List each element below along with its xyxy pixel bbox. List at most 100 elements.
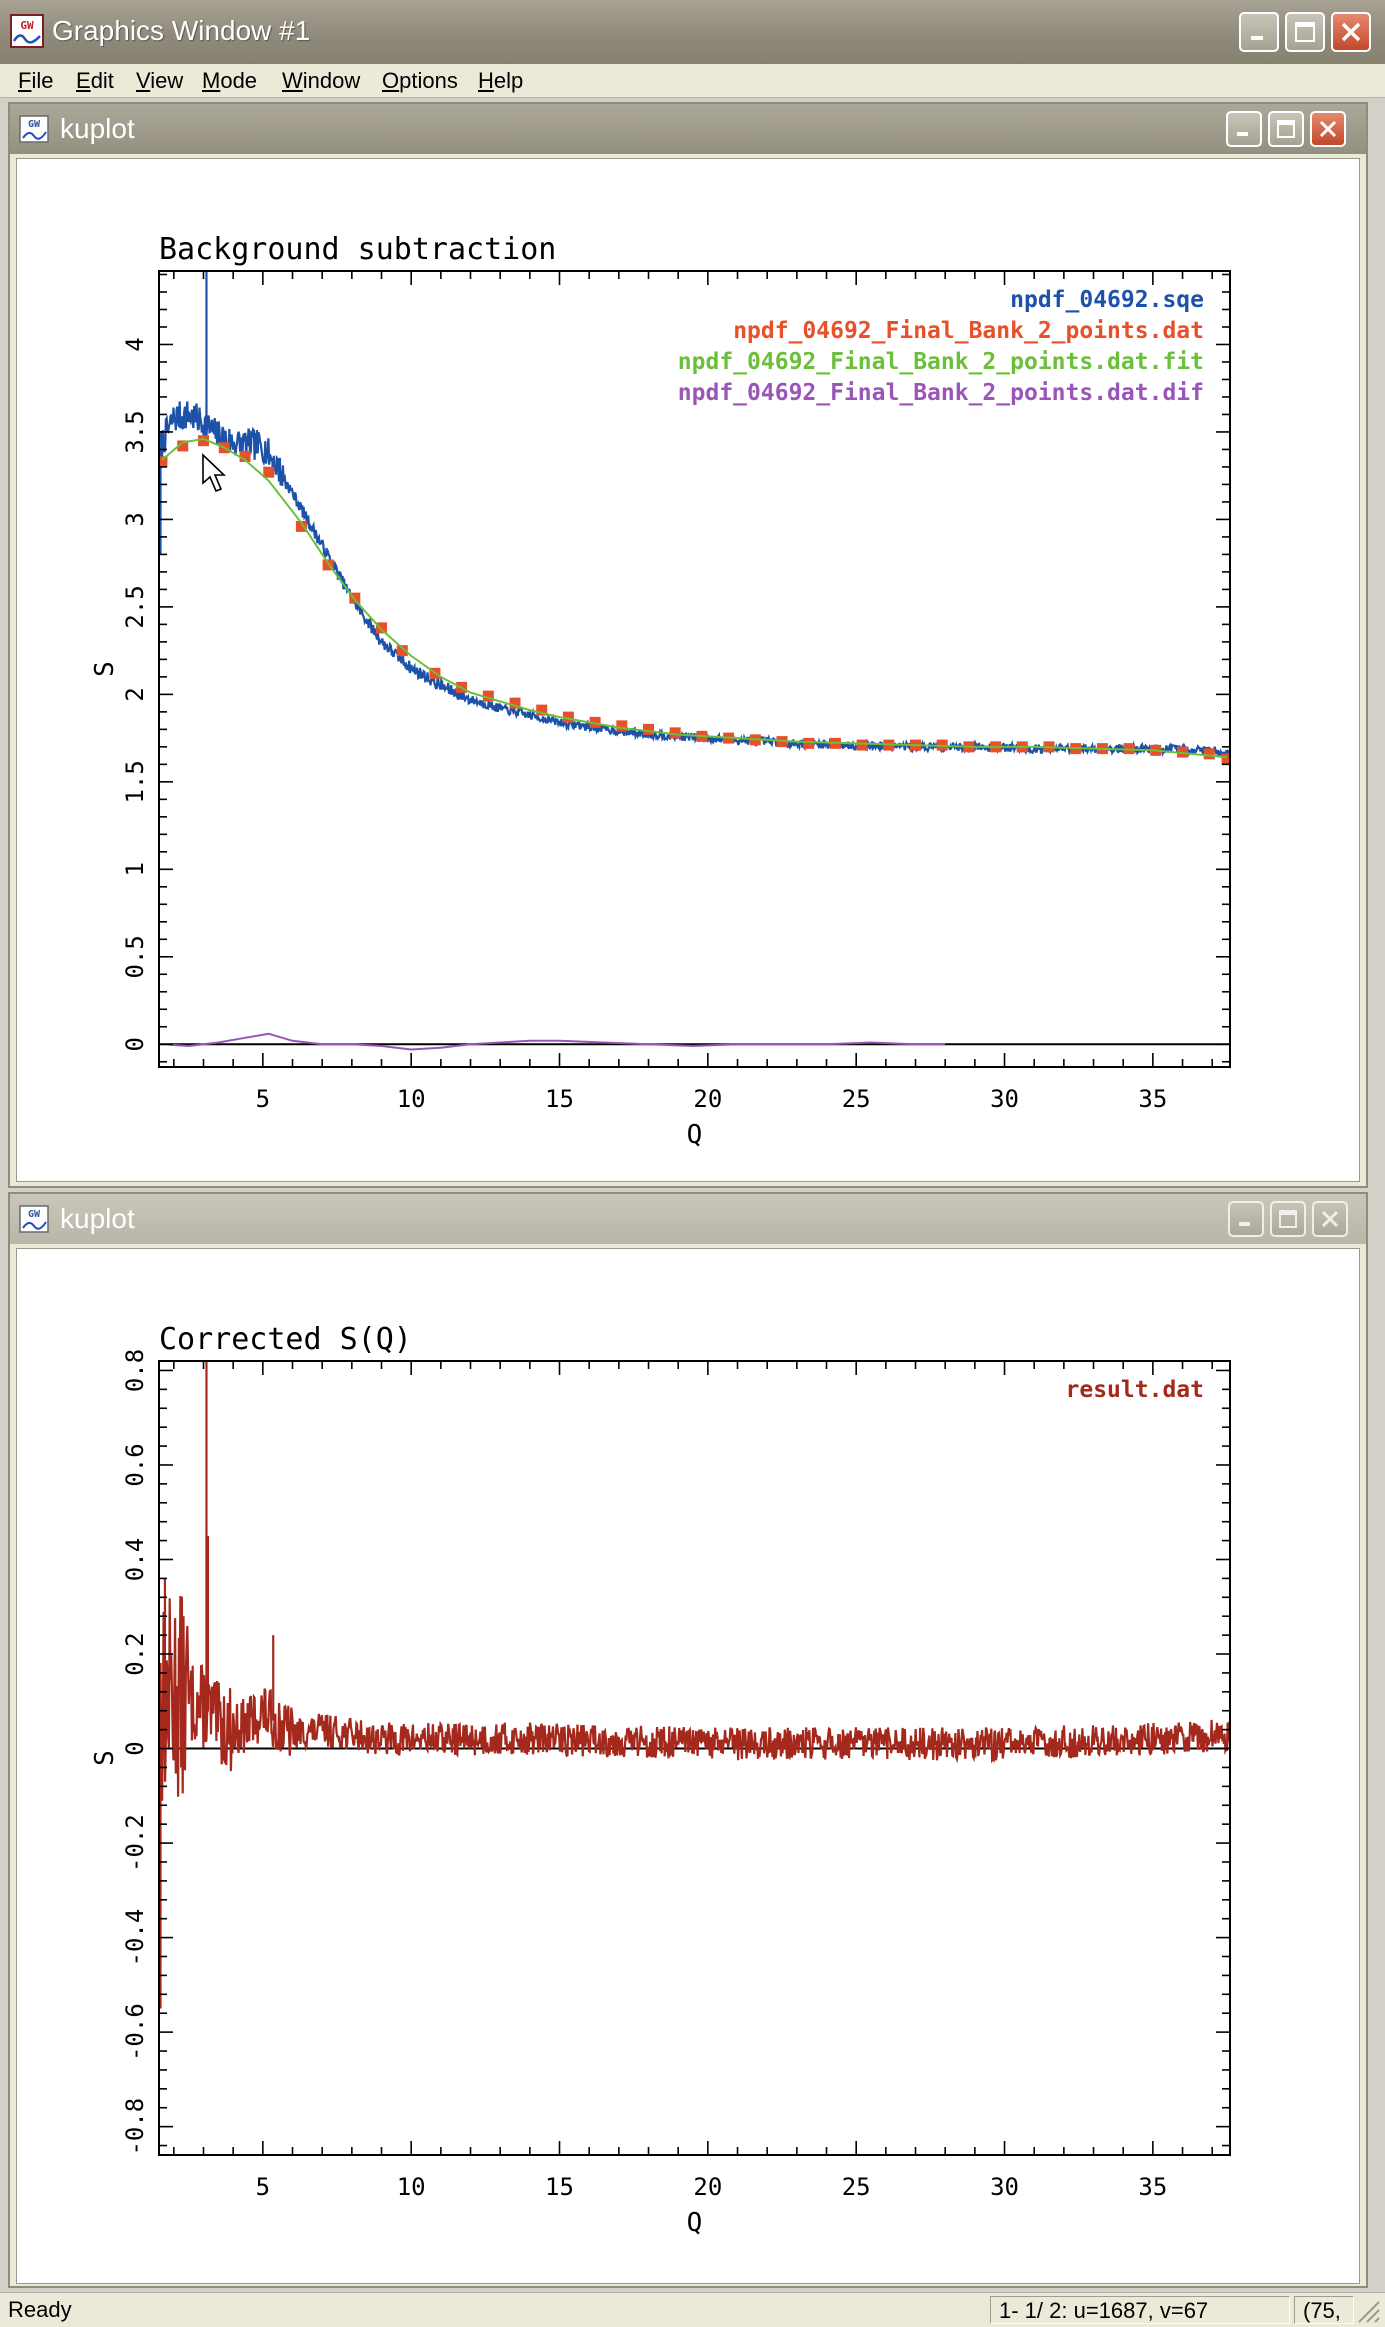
menu-label: dit	[90, 68, 114, 93]
close-icon	[1321, 1210, 1339, 1228]
menu-accelerator: V	[136, 68, 151, 93]
data-point	[1203, 748, 1215, 760]
close-icon	[1341, 22, 1361, 42]
x-tick-label: 25	[842, 1085, 871, 1113]
x-tick-label: 10	[397, 1085, 426, 1113]
y-tick-label: 4	[121, 337, 149, 351]
svg-text:GW: GW	[28, 119, 41, 130]
menu-label: elp	[493, 68, 524, 93]
data-point	[803, 737, 815, 749]
window-1-minimize-button[interactable]	[1226, 111, 1262, 147]
plot-area-2[interactable]: Corrected S(Q) 5 10 15 20 25 30 35 -0.8 -0.6 -0.4 -…	[16, 1248, 1360, 2284]
maximize-button[interactable]	[1285, 12, 1325, 52]
y-tick-label: 2.5	[121, 585, 149, 628]
data-point	[616, 720, 628, 732]
x-tick-label: 30	[990, 1085, 1019, 1113]
window-1-maximize-button[interactable]	[1268, 111, 1304, 147]
menu-accelerator: M	[202, 68, 221, 93]
data-point	[159, 456, 168, 468]
y-tick-label: 3	[121, 512, 149, 526]
app-logo-icon: GW	[10, 14, 44, 48]
data-point	[509, 697, 521, 709]
x-tick-label: 25	[842, 2173, 871, 2201]
series-line	[159, 1595, 1230, 1801]
chart-series-group	[159, 271, 1230, 1051]
x-tick-label: 20	[693, 2173, 722, 2201]
data-point	[322, 559, 334, 571]
chart-series-group	[159, 1361, 1230, 2009]
x-tick-label: 15	[545, 2173, 574, 2201]
x-tick-label: 30	[990, 2173, 1019, 2201]
legend-entry: npdf_04692_Final_Bank_2_points.dat.dif	[678, 380, 1204, 406]
legend-entry: npdf_04692.sqe	[1010, 287, 1204, 313]
y-tick-label: 0.8	[121, 1349, 149, 1392]
menu-view[interactable]: View	[136, 64, 183, 98]
data-point	[263, 466, 275, 478]
menu-options[interactable]: Options	[382, 64, 458, 98]
chart-title: Corrected S(Q)	[159, 1322, 412, 1357]
data-point	[349, 592, 361, 604]
svg-text:GW: GW	[20, 19, 34, 32]
y-tick-label: -0.4	[121, 1909, 149, 1967]
y-axis-label: S	[90, 661, 120, 677]
x-tick-label: 5	[256, 1085, 270, 1113]
resize-grip-icon[interactable]	[1353, 2296, 1381, 2324]
menu-accelerator: O	[382, 68, 400, 93]
menu-edit[interactable]: Edit	[76, 64, 114, 98]
data-point	[1221, 753, 1230, 765]
window-2-logo-icon: GW	[19, 1205, 49, 1233]
minimize-icon	[1251, 36, 1263, 40]
x-tick-label: 10	[397, 2173, 426, 2201]
series-line	[159, 401, 1230, 760]
menu-label: ode	[220, 68, 258, 93]
data-point	[295, 520, 307, 532]
menu-help[interactable]: Help	[478, 64, 523, 98]
app-titlebar: GW Graphics Window #1	[0, 0, 1385, 64]
y-tick-label: 1.5	[121, 760, 149, 803]
menu-accelerator: H	[478, 68, 494, 93]
menu-accelerator: F	[18, 68, 32, 93]
mouse-cursor-icon	[202, 453, 226, 493]
x-tick-label: 35	[1138, 2173, 1167, 2201]
menu-label: ile	[31, 68, 54, 93]
window-2-close-button[interactable]	[1312, 1201, 1348, 1237]
x-tick-label: 5	[256, 2173, 270, 2201]
y-tick-label: -0.6	[121, 2003, 149, 2061]
maximize-icon	[1279, 1210, 1297, 1228]
data-point	[669, 727, 681, 739]
window-2-maximize-button[interactable]	[1270, 1201, 1306, 1237]
series-line	[161, 437, 1228, 759]
window-1-close-button[interactable]	[1310, 111, 1346, 147]
close-button[interactable]	[1331, 12, 1371, 52]
x-axis-label: Q	[687, 2208, 703, 2238]
chart-background-subtraction[interactable]: Background subtraction 5 10 15 20 25 30 35 0 0.5 1…	[17, 159, 1359, 1181]
y-tick-label: 3.5	[121, 410, 149, 453]
plot-area-1[interactable]: Background subtraction 5 10 15 20 25 30 35 0 0.5 1…	[16, 158, 1360, 1182]
menu-label: ptions	[399, 68, 458, 93]
menu-window[interactable]: Window	[282, 64, 360, 98]
y-tick-label: -0.8	[121, 2098, 149, 2156]
menu-mode[interactable]: Mode	[202, 64, 257, 98]
data-point	[376, 622, 388, 634]
legend-entry: result.dat	[1066, 1377, 1204, 1403]
chart-title: Background subtraction	[159, 232, 556, 267]
data-point	[536, 704, 548, 716]
maximize-icon	[1295, 22, 1315, 42]
data-point	[482, 690, 494, 702]
window-2-minimize-button[interactable]	[1228, 1201, 1264, 1237]
svg-text:GW: GW	[28, 1209, 41, 1220]
menu-accelerator: E	[76, 68, 91, 93]
y-tick-label: 0	[121, 1741, 149, 1755]
menu-file[interactable]: File	[18, 64, 53, 98]
x-tick-label: 20	[693, 1085, 722, 1113]
status-coords: 1- 1/ 2: u=1687, v=67	[990, 2296, 1290, 2324]
chart-corrected-sq[interactable]: Corrected S(Q) 5 10 15 20 25 30 35 -0.8 -0.6 -0.4 -…	[17, 1249, 1359, 2283]
menu-label: indow	[302, 68, 361, 93]
menubar: File Edit View Mode Window Options Help	[0, 64, 1385, 98]
y-tick-label: 2	[121, 687, 149, 701]
minimize-icon	[1237, 132, 1248, 136]
window-1-titlebar: GW kuplot	[10, 104, 1366, 154]
window-2-title: kuplot	[60, 1203, 135, 1234]
minimize-button[interactable]	[1239, 12, 1279, 52]
data-point	[198, 435, 210, 447]
